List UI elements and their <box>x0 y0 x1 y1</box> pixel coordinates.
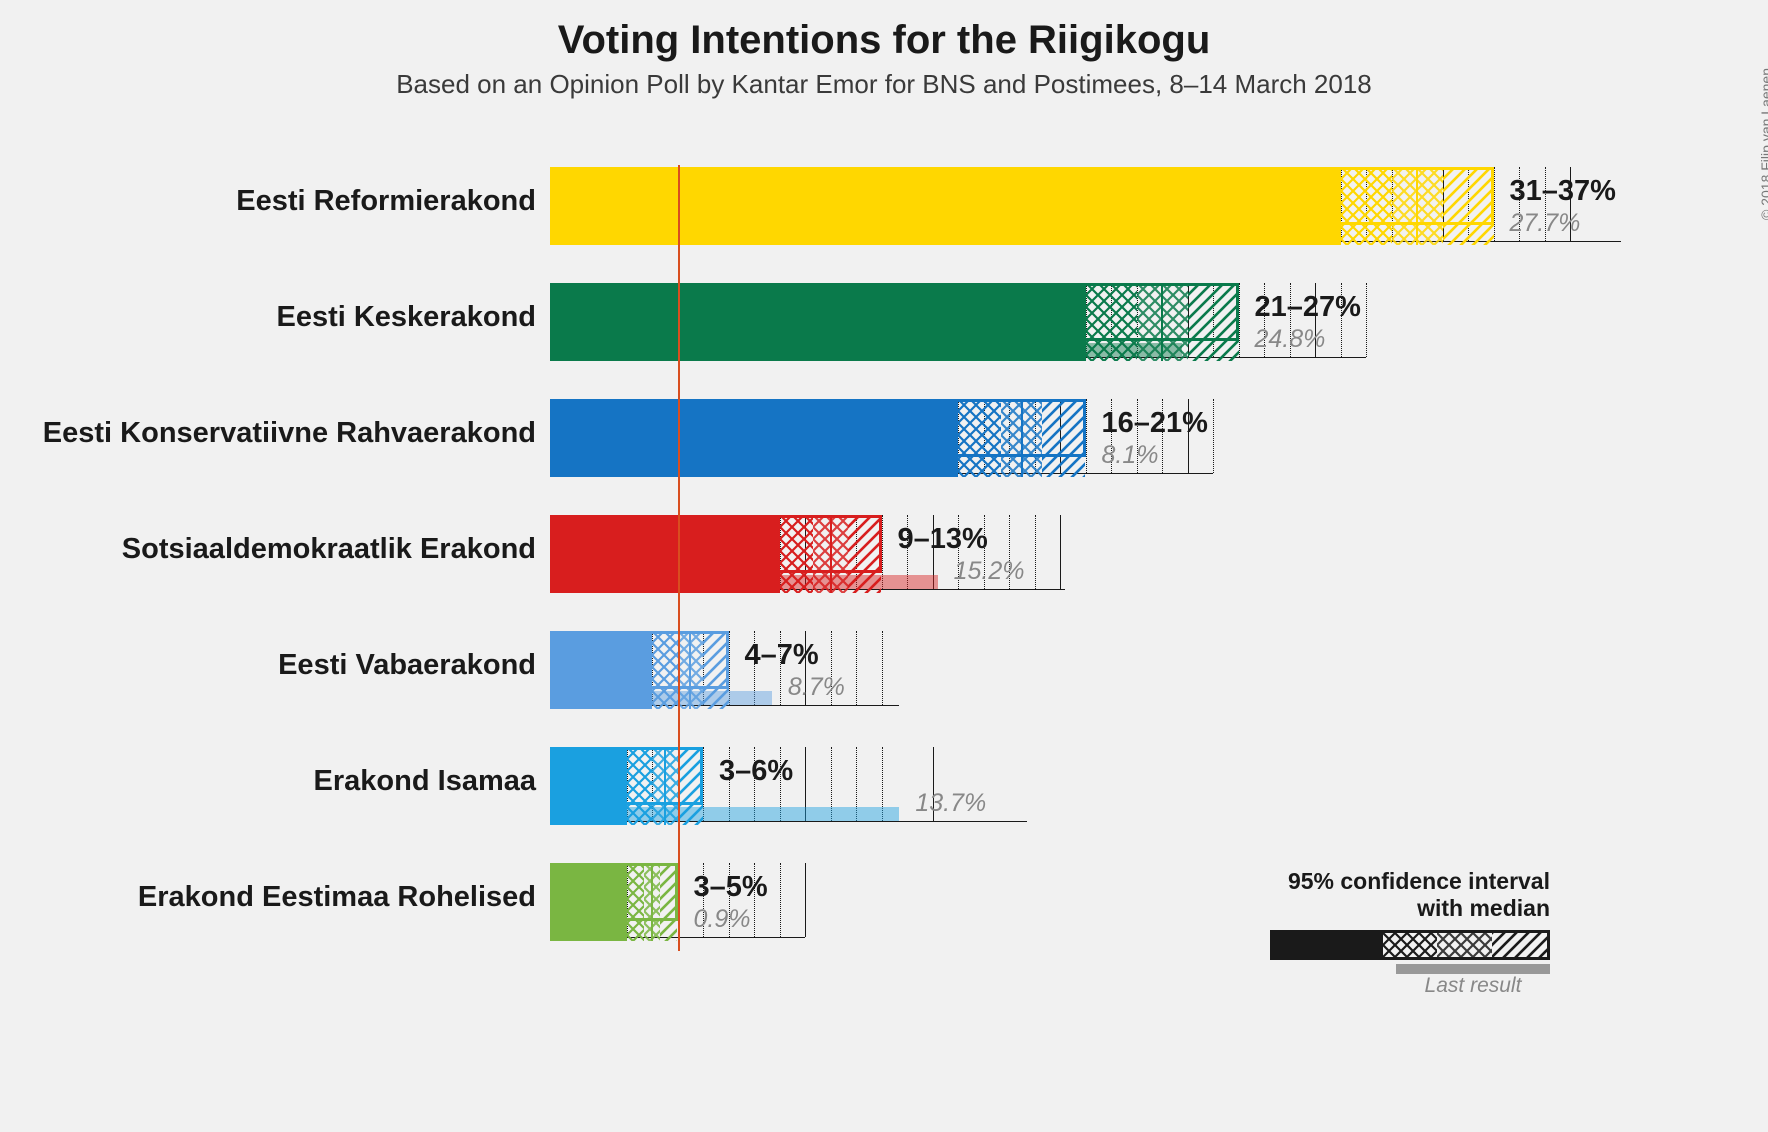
legend-last-bar <box>1396 964 1550 974</box>
chart-title: Voting Intentions for the Riigikogu <box>0 18 1768 63</box>
last-value: 15.2% <box>954 557 1025 586</box>
party-label: Eesti Vabaerakond <box>278 649 536 682</box>
legend: 95% confidence interval with median Last… <box>1270 868 1550 998</box>
party-label: Sotsiaaldemokraatlik Erakond <box>122 533 536 566</box>
last-value: 0.9% <box>694 905 751 934</box>
party-row: Eesti Vabaerakond4–7%8.7% <box>550 631 1570 709</box>
party-row: Eesti Reformierakond31–37%27.7% <box>550 167 1570 245</box>
last-value: 24.8% <box>1255 325 1326 354</box>
copyright-label: © 2018 Filip van Laenen <box>1758 68 1768 220</box>
range-value: 16–21% <box>1102 407 1208 440</box>
chart-plot-area: Eesti Reformierakond31–37%27.7% Eesti Kes… <box>550 153 1570 965</box>
last-value: 13.7% <box>915 789 986 818</box>
range-value: 3–6% <box>719 755 793 788</box>
party-label: Erakond Eestimaa Rohelised <box>138 881 536 914</box>
range-value: 21–27% <box>1255 291 1361 324</box>
party-row: Eesti Konservatiivne Rahvaerakond16–21%8… <box>550 399 1570 477</box>
range-value: 9–13% <box>898 523 988 556</box>
threshold-line <box>678 165 680 951</box>
party-label: Erakond Isamaa <box>314 765 536 798</box>
range-value: 4–7% <box>745 639 819 672</box>
legend-ci-bar <box>1270 930 1550 960</box>
legend-title-line1: 95% confidence interval <box>1270 868 1550 895</box>
legend-last-label: Last result <box>1396 974 1550 998</box>
party-label: Eesti Keskerakond <box>276 301 536 334</box>
party-row: Erakond Isamaa3–6%13.7% <box>550 747 1570 825</box>
range-value: 31–37% <box>1510 175 1616 208</box>
party-label: Eesti Konservatiivne Rahvaerakond <box>43 417 536 450</box>
legend-title-line2: with median <box>1270 895 1550 922</box>
last-value: 8.7% <box>788 673 845 702</box>
last-value: 8.1% <box>1102 441 1159 470</box>
last-value: 27.7% <box>1510 209 1581 238</box>
party-row: Eesti Keskerakond21–27%24.8% <box>550 283 1570 361</box>
range-value: 3–5% <box>694 871 768 904</box>
chart-subtitle: Based on an Opinion Poll by Kantar Emor … <box>0 69 1768 100</box>
party-row: Sotsiaaldemokraatlik Erakond9–13%15.2% <box>550 515 1570 593</box>
party-label: Eesti Reformierakond <box>236 185 536 218</box>
